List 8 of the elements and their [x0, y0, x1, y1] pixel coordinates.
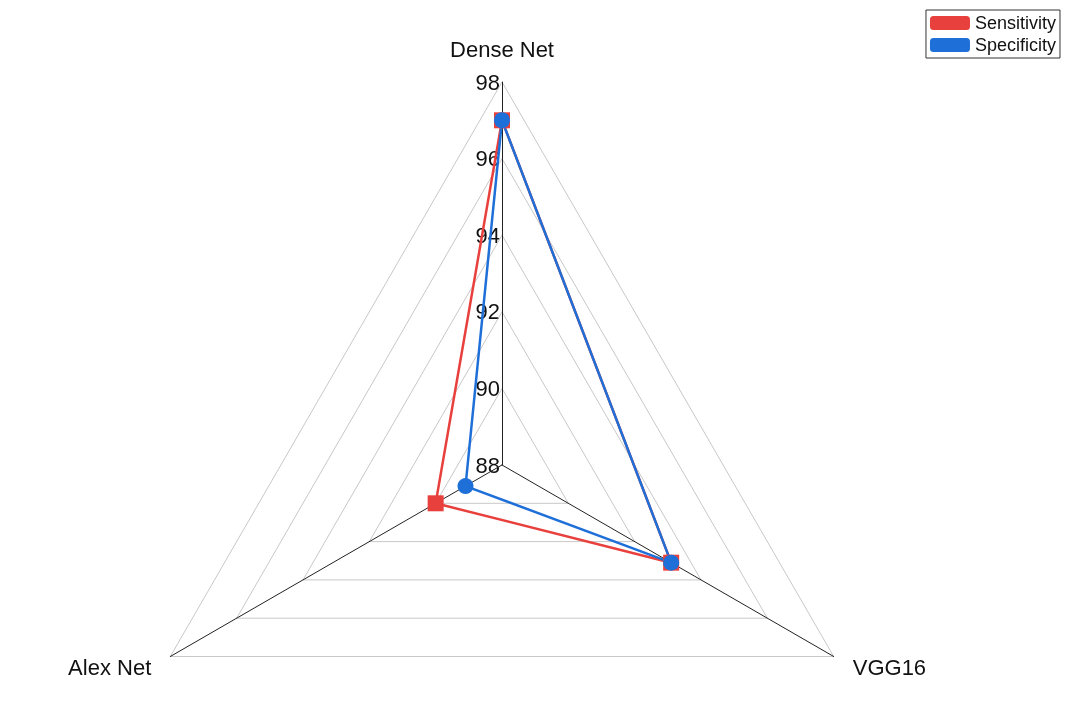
y-tick-label: 88: [475, 452, 500, 478]
legend-label: Sensitivity: [974, 13, 1056, 33]
y-tick-label: 90: [475, 375, 500, 401]
legend-label: Specificity: [974, 35, 1056, 55]
spoke-label: VGG16: [852, 655, 927, 680]
spoke-label: Alex Net: [68, 655, 152, 680]
spoke-label: Dense Net: [450, 36, 554, 62]
y-tick-label: 98: [475, 69, 500, 95]
